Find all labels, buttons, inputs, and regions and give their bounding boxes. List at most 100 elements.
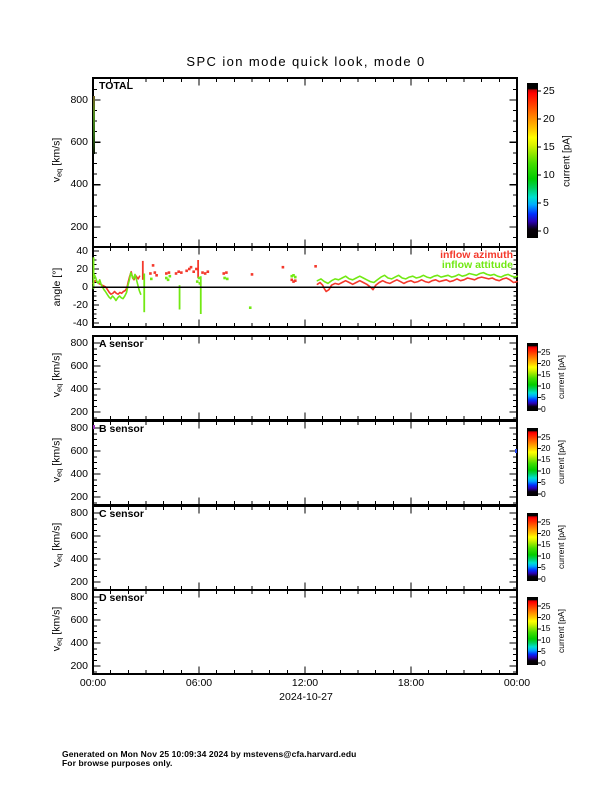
y-tick-label-angle: 0 (82, 280, 88, 293)
frame-c (92, 505, 518, 591)
point-inflow-azimuth (225, 271, 228, 274)
colorbar-c (527, 513, 538, 581)
colorbar-tick-label-a: 5 (541, 392, 546, 403)
point-inflow-azimuth (250, 273, 254, 276)
colorbar-b (527, 428, 538, 496)
colorbar-tick-label-b: 25 (541, 431, 551, 442)
y-tick-label-total: 600 (70, 136, 88, 149)
point-inflow-attitude (150, 277, 153, 281)
point-inflow-azimuth (195, 267, 198, 271)
point-inflow-azimuth (185, 269, 188, 273)
y-tick-label-b: 400 (70, 467, 88, 480)
colorbar-tick-label-d: 5 (541, 646, 546, 657)
point-inflow-attitude (293, 275, 297, 279)
colorbar-tick-label-total: 25 (543, 85, 555, 97)
colorbar-tick-label-a: 10 (541, 380, 551, 391)
trace-inflow-attitude (316, 271, 518, 285)
panel-label-b: B sensor (99, 423, 144, 435)
trace-inflow-attitude (93, 271, 142, 302)
x-tick-label: 00:00 (79, 677, 107, 689)
colorbar-tick-label-d: 15 (541, 623, 551, 634)
point-inflow-azimuth (203, 272, 207, 275)
point-inflow-azimuth (149, 272, 152, 275)
point-inflow-azimuth (222, 272, 226, 275)
colorbar-title-total: current [pA] (561, 134, 573, 187)
point-inflow-azimuth (292, 280, 295, 283)
point-inflow-attitude (290, 274, 294, 278)
colorbar-tick-label-c: 0 (541, 573, 546, 584)
y-tick-label-b: 800 (70, 421, 88, 434)
point-inflow-attitude (248, 306, 252, 309)
colorbar-d (527, 597, 538, 665)
colorbar-a (527, 343, 538, 411)
colorbar-tick-label-c: 15 (541, 539, 551, 550)
y-tick-label-angle: 20 (76, 262, 88, 275)
x-tick-label: 12:00 (291, 677, 319, 689)
panel-label-total: TOTAL (99, 80, 134, 92)
colorbar-tick-label-b: 5 (541, 477, 546, 488)
point-inflow-attitude (225, 277, 229, 281)
y-tick-label-angle: -20 (72, 298, 88, 311)
colorbar-tick-label-total: 15 (543, 141, 555, 153)
point-inflow-attitude (292, 274, 295, 277)
x-tick-label: 00:00 (503, 677, 531, 689)
point-inflow-azimuth (201, 271, 204, 274)
frame-b (92, 420, 518, 506)
y-axis-label-angle: angle [°] (51, 267, 63, 307)
frame-a (92, 335, 518, 421)
colorbar-tick-label-a: 20 (541, 357, 551, 368)
colorbar-tick-label-a: 0 (541, 403, 546, 414)
panel-label-d: D sensor (99, 592, 144, 604)
y-axis-label-part: v (50, 562, 63, 568)
point-inflow-azimuth (177, 270, 180, 273)
colorbar-tick-label-d: 20 (541, 611, 551, 622)
colorbar-tick-label-a: 15 (541, 369, 551, 380)
y-tick-label-a: 800 (70, 336, 88, 349)
colorbar-tick-label-c: 10 (541, 550, 551, 561)
point-inflow-azimuth (189, 265, 193, 269)
colorbar-tick-label-c: 20 (541, 527, 551, 538)
y-axis-label-part: v (50, 646, 63, 652)
y-tick-label-angle: 40 (76, 244, 88, 257)
y-tick-label-total: 800 (70, 93, 88, 106)
colorbar-total (527, 83, 538, 238)
colorbar-tick-label-d: 0 (541, 657, 546, 668)
colorbar-tick-label-c: 5 (541, 562, 546, 573)
y-tick-label-d: 800 (70, 590, 88, 603)
y-axis-label-a: veq [km/s] (51, 353, 64, 398)
colorbar-tick-label-b: 15 (541, 454, 551, 465)
point-inflow-azimuth (290, 278, 294, 282)
colorbar-tick-label-total: 10 (543, 169, 555, 181)
y-axis-label-part: [km/s] (50, 137, 63, 166)
y-tick-label-a: 600 (70, 359, 88, 372)
colorbar-title-b: current [pA] (556, 440, 566, 484)
y-tick-label-a: 400 (70, 382, 88, 395)
footer-generated-line: Generated on Mon Nov 25 10:09:34 2024 by… (62, 749, 357, 759)
point-inflow-azimuth (187, 267, 191, 271)
point-inflow-azimuth (167, 271, 171, 274)
page-title: SPC ion mode quick look, mode 0 (186, 54, 426, 69)
y-tick-label-c: 600 (70, 529, 88, 542)
colorbar-tick-label-c: 25 (541, 516, 551, 527)
y-axis-label-part: [km/s] (50, 522, 63, 551)
point-inflow-azimuth (293, 279, 297, 282)
frame-d (92, 589, 518, 675)
y-axis-label-total: veq [km/s] (51, 137, 64, 182)
colorbar-tick-label-d: 10 (541, 634, 551, 645)
point-inflow-azimuth (165, 272, 168, 275)
y-tick-label-d: 400 (70, 636, 88, 649)
y-tick-label-c: 800 (70, 506, 88, 519)
point-inflow-azimuth (174, 272, 178, 275)
y-tick-label-total: 400 (70, 178, 88, 191)
y-tick-label-b: 600 (70, 444, 88, 457)
panel-label-c: C sensor (99, 508, 144, 520)
y-axis-label-d: veq [km/s] (51, 607, 64, 652)
y-axis-label-part: eq (54, 168, 64, 177)
colorbar-tick-label-b: 20 (541, 442, 551, 453)
y-axis-label-part: [km/s] (50, 352, 63, 381)
spectrogram-dot-b (92, 425, 96, 430)
y-axis-label-part: eq (54, 468, 64, 478)
y-tick-label-c: 200 (70, 575, 88, 588)
point-inflow-azimuth (281, 265, 285, 269)
point-inflow-attitude (197, 276, 201, 280)
